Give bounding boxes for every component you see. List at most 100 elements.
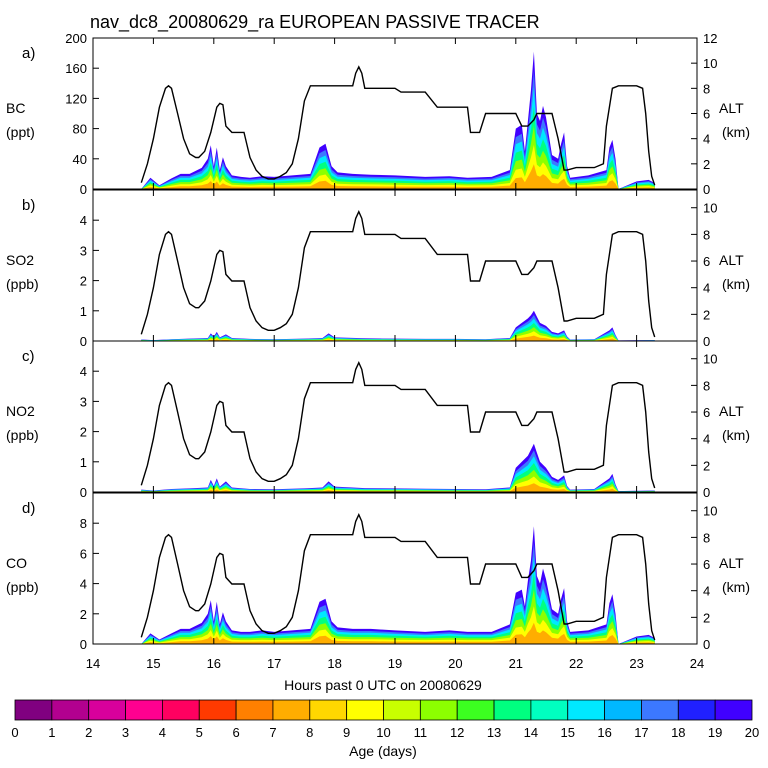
x-axis: 14 15 16 17 18 19 20 21 22 23 24 <box>86 656 704 671</box>
colorbar-segment <box>604 699 642 721</box>
y-tick-label: 1 <box>80 455 87 470</box>
colorbar-tick-label: 8 <box>306 725 313 740</box>
alt-tick-label: 0 <box>703 485 710 500</box>
colorbar-tick-label: 20 <box>745 725 759 740</box>
alt-tick-label: 6 <box>703 254 710 269</box>
alt-axis-label: ALT <box>719 403 744 419</box>
panel-co: 0 2 4 6 8 0 2 4 6 8 10 d) CO (ppb) ALT (km) <box>6 492 750 652</box>
colorbar-segment <box>198 699 237 721</box>
alt-axis-units: (km) <box>722 124 750 140</box>
colorbar-segment <box>456 699 495 721</box>
colorbar-tick-label: 18 <box>671 725 685 740</box>
colorbar-segment <box>88 699 126 721</box>
panel-bc: 0 40 80 120 160 200 0 2 4 6 8 10 12 a) BC (ppt) ALT (km) <box>6 31 750 197</box>
panel-frame <box>92 492 698 645</box>
alt-tick-label: 4 <box>703 584 710 599</box>
tracer-band-5 <box>141 606 655 644</box>
y-tick-label: 3 <box>80 394 87 409</box>
species-label: CO <box>6 555 27 571</box>
alt-axis-units: (km) <box>722 276 750 292</box>
panel-frame <box>92 189 698 342</box>
y-tick-label: 2 <box>80 425 87 440</box>
colorbar-tick-label: 13 <box>487 725 501 740</box>
units-label: (ppb) <box>6 276 39 292</box>
x-tick-label: 18 <box>327 656 341 671</box>
alt-tick-label: 6 <box>703 107 710 122</box>
panel-label: c) <box>22 348 35 365</box>
y-tick-label: 160 <box>65 61 87 76</box>
panel-no2: 0 1 2 3 4 0 2 4 6 8 10 c) NO2 (ppb) ALT (km) <box>6 340 750 500</box>
colorbar-label: Age (days) <box>349 743 417 759</box>
colorbar-tick-label: 17 <box>634 725 648 740</box>
colorbar-tick-label: 7 <box>269 725 276 740</box>
panel-frame <box>92 37 698 190</box>
alt-tick-label: 10 <box>703 201 717 216</box>
y-tick-label: 200 <box>65 31 87 46</box>
alt-tick-label: 2 <box>703 458 710 473</box>
x-tick-label: 23 <box>629 656 643 671</box>
y-tick-label: 4 <box>80 577 87 592</box>
colorbar-tick-label: 15 <box>561 725 575 740</box>
y-tick-label: 1 <box>80 304 87 319</box>
alt-tick-label: 6 <box>703 557 710 572</box>
y-tick-label: 2 <box>80 607 87 622</box>
alt-axis-units: (km) <box>722 579 750 595</box>
y-tick-label: 4 <box>80 213 87 228</box>
x-tick-label: 20 <box>448 656 462 671</box>
y-tick-label: 40 <box>73 152 87 167</box>
colorbar-tick-label: 16 <box>597 725 611 740</box>
alt-tick-label: 0 <box>703 334 710 349</box>
alt-tick-label: 2 <box>703 610 710 625</box>
y-tick-label: 6 <box>80 546 87 561</box>
tracer-band-5 <box>141 145 655 189</box>
colorbar-segment <box>641 699 679 721</box>
colorbar-segment <box>346 699 384 721</box>
colorbar-tick-label: 2 <box>85 725 92 740</box>
alt-tick-label: 8 <box>703 227 710 242</box>
colorbar-tick-label: 1 <box>48 725 55 740</box>
x-tick-label: 24 <box>690 656 704 671</box>
alt-tick-label: 2 <box>703 307 710 322</box>
alt-tick-label: 0 <box>703 182 710 197</box>
colorbar-segment <box>235 699 274 721</box>
units-label: (ppb) <box>6 427 39 443</box>
y-tick-label: 0 <box>80 182 87 197</box>
colorbar: 0 1 2 3 4 5 6 7 8 9 10 11 12 13 14 15 16 17 18 19 20 <box>11 699 759 740</box>
x-tick-label: 19 <box>388 656 402 671</box>
altitude-line <box>140 65 656 186</box>
altitude-line <box>140 361 656 489</box>
panel-label: b) <box>22 197 35 214</box>
colorbar-segment <box>51 699 90 721</box>
colorbar-tick-label: 10 <box>376 725 390 740</box>
colorbar-segment <box>309 699 348 721</box>
colorbar-tick-label: 14 <box>524 725 538 740</box>
alt-tick-label: 6 <box>703 405 710 420</box>
alt-tick-label: 10 <box>703 56 717 71</box>
colorbar-segment <box>383 699 421 721</box>
x-tick-label: 16 <box>207 656 221 671</box>
tracer-band-6 <box>141 164 655 189</box>
y-tick-label: 120 <box>65 91 87 106</box>
panel-so2: 0 1 2 3 4 0 2 4 6 8 10 b) SO2 (ppb) ALT (km) <box>6 189 750 349</box>
species-label: BC <box>6 100 25 116</box>
alt-tick-label: 10 <box>703 352 717 367</box>
tracer-band-6 <box>141 335 655 341</box>
y-tick-label: 2 <box>80 274 87 289</box>
alt-tick-label: 2 <box>703 157 710 172</box>
x-axis-label: Hours past 0 UTC on 20080629 <box>284 677 482 693</box>
alt-axis-label: ALT <box>719 555 744 571</box>
x-tick-label: 17 <box>267 656 281 671</box>
y-tick-label: 0 <box>80 485 87 500</box>
tracer-band-6 <box>141 622 655 644</box>
altitude-line <box>140 210 656 338</box>
species-label: SO2 <box>6 252 34 268</box>
alt-axis-label: ALT <box>719 252 744 268</box>
colorbar-tick-label: 19 <box>708 725 722 740</box>
alt-tick-label: 4 <box>703 132 710 147</box>
colorbar-tick-label: 4 <box>159 725 166 740</box>
y-tick-label: 4 <box>80 364 87 379</box>
units-label: (ppb) <box>6 579 39 595</box>
colorbar-tick-label: 5 <box>196 725 203 740</box>
y-tick-label: 0 <box>80 334 87 349</box>
